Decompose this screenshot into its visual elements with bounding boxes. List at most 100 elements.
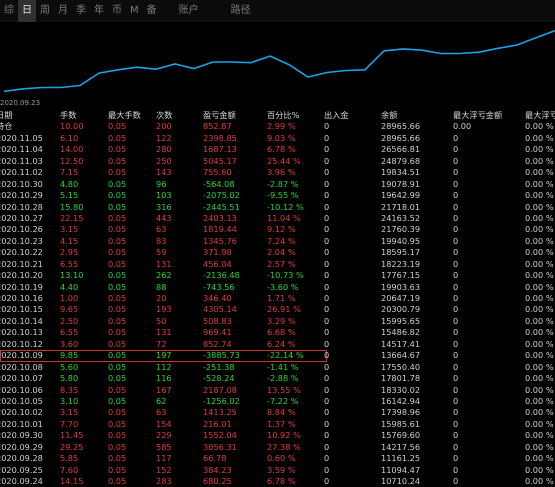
cell-count: 88 (156, 281, 167, 292)
table-row[interactable]: 2020.10.07 5.80 0.05 116 -528.24 -2.88 % 0 1780… (0, 373, 555, 384)
cell-bal: 28965.66 (381, 132, 421, 143)
cell-date: 2020.11.03 (0, 155, 43, 166)
cell-count: 154 (156, 418, 172, 429)
cell-bal: 15486.82 (381, 327, 421, 338)
cell-date: 2020.10.23 (0, 235, 43, 246)
tab-6[interactable]: 币 (112, 5, 122, 16)
cell-bal: 21718.01 (381, 201, 421, 212)
tab-10[interactable]: 路径 (230, 5, 251, 16)
cell-max: 0.05 (108, 293, 127, 303)
table-row[interactable]: 2020.11.04 14.00 0.05 280 1687.13 6.78 % 0 2656… (0, 144, 555, 155)
table-row[interactable]: 2020.10.15 9.65 0.05 193 4305.14 26.91 % 0 2030… (0, 304, 555, 315)
cell-pct: 3.59 % (267, 464, 296, 475)
cell-io: 0 (324, 212, 330, 223)
table-row[interactable]: 2020.10.21 6.55 0.05 131 456.04 2.57 % 0 18223.… (0, 259, 555, 270)
table-row[interactable]: 2020.10.23 4.15 0.05 83 1345.76 7.24 % 0 19940.… (0, 236, 555, 247)
cell-pnl: 852.74 (203, 338, 232, 349)
cell-bal: 16142.94 (381, 395, 421, 406)
tab-5[interactable]: 年 (94, 5, 104, 16)
table-row[interactable]: 2020.10.12 3.60 0.05 72 852.74 6.24 % 0 14517.4… (0, 339, 555, 350)
cell-fltp: 0.00 % (525, 350, 554, 361)
cell-date: 2020.10.15 (0, 304, 43, 315)
table-row[interactable]: 2020.10.06 8.35 0.05 167 2187.08 13.55 % 0 1833… (0, 385, 555, 396)
table-row[interactable]: 2020.10.30 4.80 0.05 96 -564.08 -2.87 % 0 19078… (0, 179, 555, 190)
cell-bal: 18330.02 (381, 384, 421, 395)
cell-max: 0.05 (108, 178, 127, 189)
table-row[interactable]: 2020.10.27 22.15 0.05 443 2403.13 11.04 % 0 241… (0, 213, 555, 224)
cell-io: 0 (324, 373, 330, 384)
cell-lots: 3.60 (60, 338, 79, 349)
cell-lots: 4.80 (60, 178, 79, 189)
tab-3[interactable]: 月 (58, 5, 68, 16)
tab-9[interactable]: 账户 (178, 5, 199, 16)
table-row[interactable]: 2020.10.09 9.85 0.05 197 -3885.73 -22.14 % 0 13… (0, 350, 554, 362)
table-row[interactable]: 2020.10.28 15.80 0.05 316 -2445.51 -10.12 % 0 2… (0, 202, 555, 213)
table-row[interactable]: 2020.10.19 4.40 0.05 88 -743.56 -3.60 % 0 19903… (0, 282, 555, 293)
cell-fltp: 0.00 % (525, 281, 554, 292)
table-row[interactable]: 2020.11.05 6.10 0.05 122 2398.85 9.03 % 0 28965… (0, 133, 555, 144)
cell-lots: 3.15 (60, 224, 79, 235)
cell-bal: 18223.19 (381, 258, 421, 269)
cell-date: 2020.10.30 (0, 178, 43, 189)
cell-fltp: 0.00 % (525, 361, 554, 372)
cell-pnl: -528.24 (203, 373, 235, 384)
table-row[interactable]: 2020.09.28 5.85 0.05 117 66.78 0.60 % 0 11161.2… (0, 453, 555, 464)
tab-2[interactable]: 周 (40, 5, 50, 16)
cell-pct: 9.12 % (267, 224, 296, 235)
table-row[interactable]: 2020.10.05 3.10 0.05 62 -1256.02 -7.22 % 0 1614… (0, 396, 555, 407)
table-row[interactable]: 2020.09.25 7.60 0.05 152 384.23 3.59 % 0 11094.… (0, 465, 555, 476)
cell-pnl: 680.25 (203, 476, 232, 486)
table-row[interactable]: 2020.10.02 3.15 0.05 63 1413.25 8.84 % 0 17398.… (0, 407, 555, 418)
cell-io: 0 (324, 247, 330, 258)
table-row[interactable]: 2020.10.16 1.00 0.05 20 346.40 1.71 % 0 20647.1… (0, 293, 555, 304)
cell-lots: 5.15 (60, 190, 79, 201)
cell-fltp: 0.00 % (525, 395, 554, 406)
cell-bal: 17550.40 (381, 361, 421, 372)
table-row[interactable]: 2020.10.20 13.10 0.05 262 -2136.48 -10.73 % 0 1… (0, 270, 555, 281)
table-row[interactable]: 2020.09.30 11.45 0.05 229 1552.04 10.92 % 0 157… (0, 430, 555, 441)
cell-fltp: 0.00 % (525, 258, 554, 269)
cell-date: 2020.10.16 (0, 293, 43, 303)
cell-max: 0.05 (108, 155, 127, 166)
tab-0[interactable]: 综 (4, 5, 14, 16)
cell-flt: 0 (453, 327, 459, 338)
cell-bal: 15769.60 (381, 430, 421, 441)
cell-date: 2020.10.09 (0, 350, 43, 361)
cell-pct: -7.22 % (267, 395, 299, 406)
cell-date: 2020.09.25 (0, 464, 43, 475)
cell-pnl: -2075.02 (203, 190, 240, 201)
table-row[interactable]: 2020.10.01 7.70 0.05 154 216.01 1.37 % 0 15985.… (0, 419, 555, 430)
cell-pnl: 852.87 (203, 121, 232, 132)
cell-flt: 0 (453, 361, 459, 372)
cell-count: 262 (156, 270, 172, 281)
table-row[interactable]: 2020.09.29 29.25 0.05 585 3056.31 27.38 % 0 142… (0, 442, 555, 453)
table-row[interactable]: 2020.09.24 14.15 0.05 283 680.25 6.78 % 0 10710… (0, 476, 555, 487)
cell-max: 0.05 (108, 167, 127, 178)
table-row[interactable]: 2020.10.22 2.95 0.05 59 371.98 2.04 % 0 18595.1… (0, 247, 555, 258)
cell-pct: 13.55 % (267, 384, 301, 395)
cell-pnl: 216.01 (203, 418, 232, 429)
cell-pnl: 508.83 (203, 315, 232, 326)
tab-1[interactable]: 日 (18, 0, 36, 22)
table-row[interactable]: 2020.10.26 3.15 0.05 63 1819.44 9.12 % 0 21760.… (0, 224, 555, 235)
table-row[interactable]: 2020.10.13 6.55 0.05 131 969.41 6.68 % 0 15486.… (0, 327, 555, 338)
cell-flt: 0 (453, 247, 459, 258)
table-row[interactable]: 2020.10.29 5.15 0.05 103 -2075.02 -9.55 % 0 196… (0, 190, 555, 201)
cell-flt: 0 (453, 464, 459, 475)
tab-7[interactable]: M (130, 5, 139, 16)
tab-4[interactable]: 季 (76, 5, 86, 16)
cell-pnl: 1413.25 (203, 407, 237, 418)
table-row[interactable]: 2020.10.14 2.50 0.05 50 508.83 3.29 % 0 15995.6… (0, 316, 555, 327)
cell-count: 63 (156, 224, 167, 235)
cell-bal: 17801.78 (381, 373, 421, 384)
table-row[interactable]: 2020.10.08 5.60 0.05 112 -251.38 -1.41 % 0 1755… (0, 362, 555, 373)
cell-fltp: 0.00 % (525, 441, 554, 452)
cell-flt: 0 (453, 190, 459, 201)
table-row[interactable]: 2020.11.03 12.50 0.05 250 5045.17 25.44 % 0 248… (0, 156, 555, 167)
tab-8[interactable]: 备 (146, 5, 157, 16)
cell-io: 0 (324, 281, 330, 292)
table-row[interactable]: 2020.11.02 7.15 0.05 143 755.60 3.96 % 0 19834.… (0, 167, 555, 178)
cell-count: 152 (156, 464, 172, 475)
cell-date: 2020.10.02 (0, 407, 43, 418)
table-row[interactable]: 持仓 10.00 0.05 200 852.87 2.99 % 0 28965.66 0.00 0… (0, 121, 555, 132)
